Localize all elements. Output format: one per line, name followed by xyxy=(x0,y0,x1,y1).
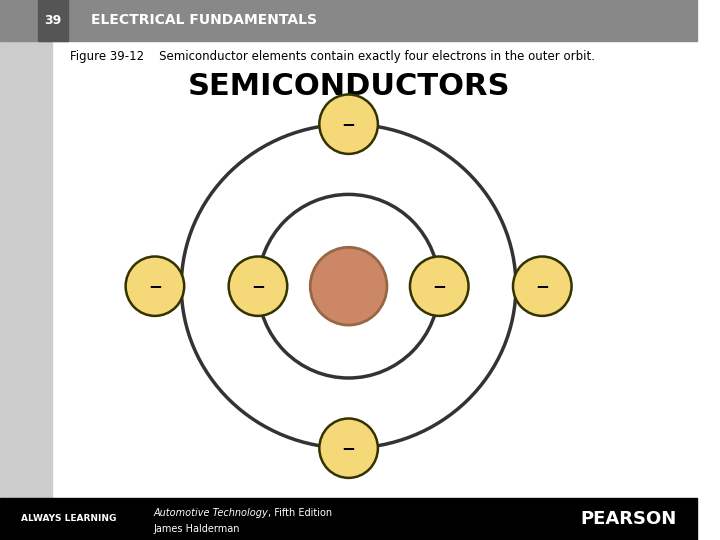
Text: −: − xyxy=(148,277,162,295)
Ellipse shape xyxy=(125,256,184,316)
FancyBboxPatch shape xyxy=(0,40,53,498)
Ellipse shape xyxy=(229,256,287,316)
Text: James Halderman: James Halderman xyxy=(153,524,240,535)
Text: Automotive Technology: Automotive Technology xyxy=(153,508,268,518)
Text: −: − xyxy=(342,439,356,457)
Ellipse shape xyxy=(319,94,378,154)
FancyBboxPatch shape xyxy=(0,498,697,540)
Ellipse shape xyxy=(310,247,387,325)
Text: ALWAYS LEARNING: ALWAYS LEARNING xyxy=(21,515,117,523)
Text: −: − xyxy=(432,277,446,295)
Text: −: − xyxy=(251,277,265,295)
Text: −: − xyxy=(342,115,356,133)
FancyBboxPatch shape xyxy=(38,0,68,40)
Text: Figure 39-12    Semiconductor elements contain exactly four electrons in the out: Figure 39-12 Semiconductor elements cont… xyxy=(70,50,595,63)
Text: PEARSON: PEARSON xyxy=(580,510,676,528)
Text: , Fifth Edition: , Fifth Edition xyxy=(268,508,332,518)
Text: −: − xyxy=(536,277,549,295)
Ellipse shape xyxy=(410,256,469,316)
Text: ELECTRICAL FUNDAMENTALS: ELECTRICAL FUNDAMENTALS xyxy=(91,14,317,27)
FancyBboxPatch shape xyxy=(0,0,697,40)
Ellipse shape xyxy=(319,418,378,478)
Text: 39: 39 xyxy=(45,14,62,27)
Ellipse shape xyxy=(513,256,572,316)
Text: SEMICONDUCTORS: SEMICONDUCTORS xyxy=(187,72,510,101)
